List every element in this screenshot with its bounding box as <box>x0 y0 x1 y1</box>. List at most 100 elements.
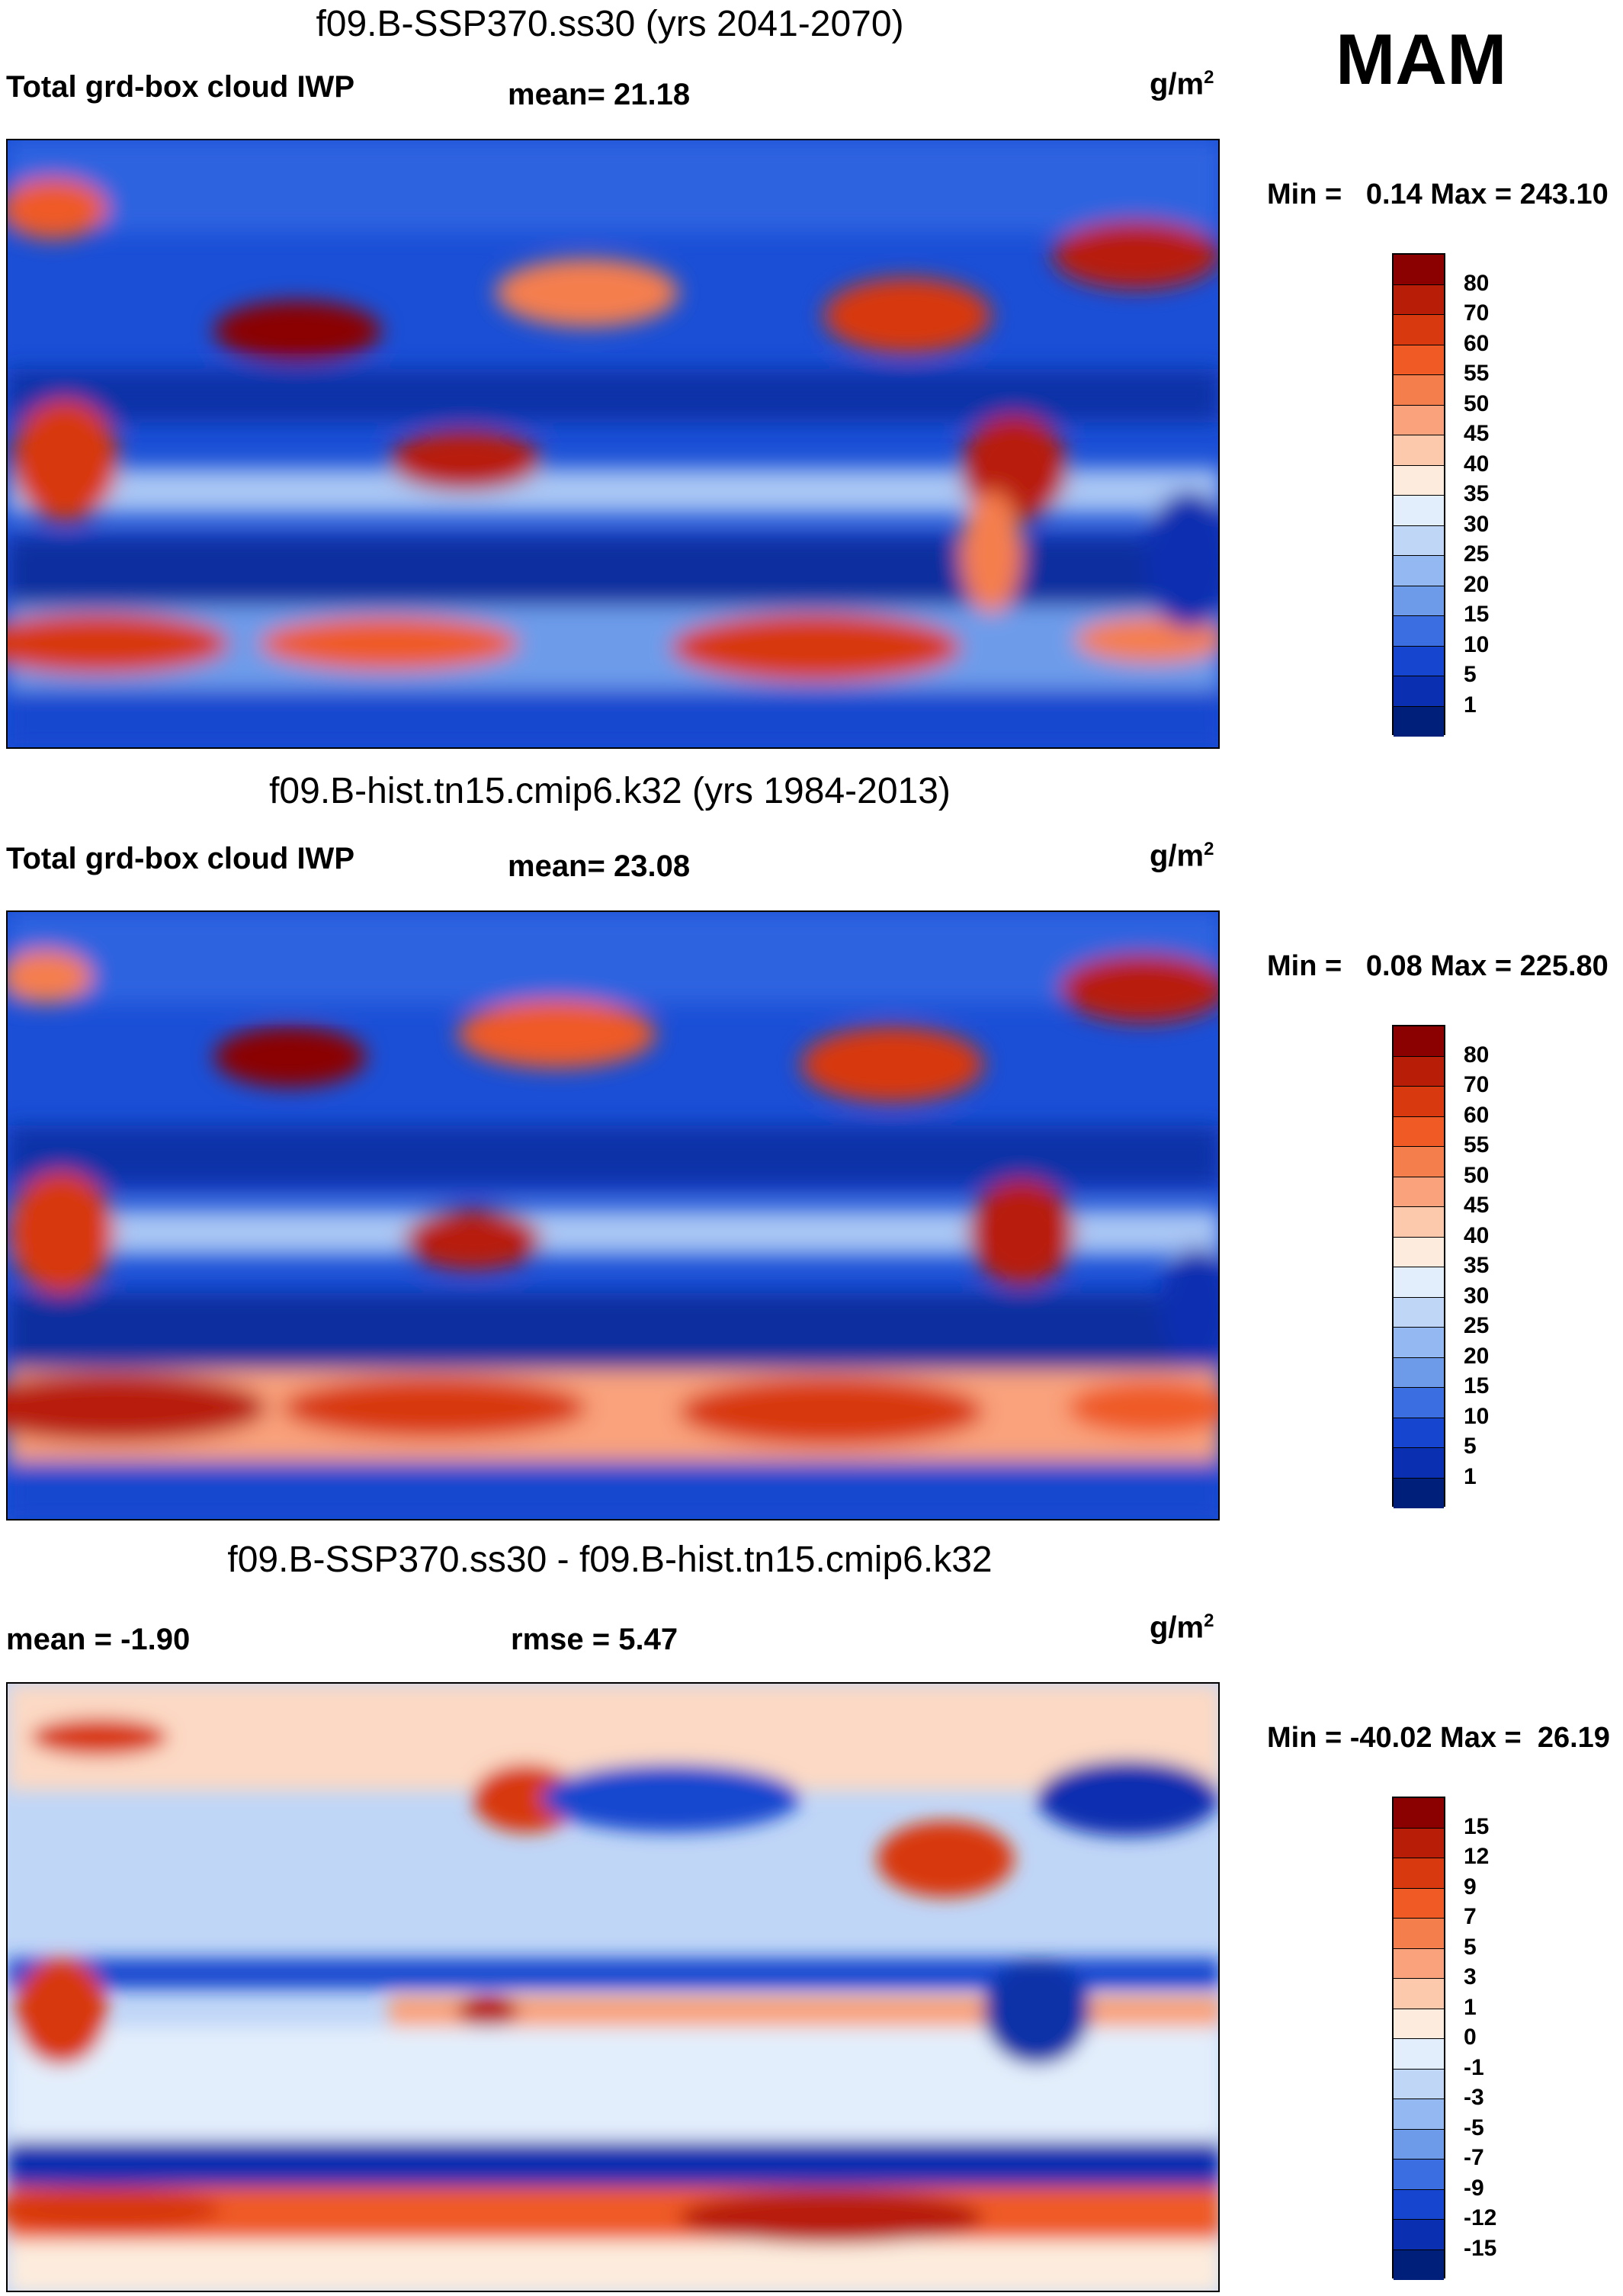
colorbar-tick-label: 60 <box>1464 330 1490 356</box>
colorbar-tick-label: 60 <box>1464 1102 1490 1128</box>
season-label: MAM <box>1336 19 1507 99</box>
colorbar-tick-label: 50 <box>1464 1162 1490 1188</box>
panel-1-units: g/m2 <box>1150 67 1214 101</box>
colorbar-swatch <box>1394 2099 1444 2130</box>
colorbar-swatch <box>1394 2009 1444 2039</box>
panel-3-mean-label: mean = -1.90 <box>6 1623 191 1656</box>
panel-1-map-field <box>8 140 1218 747</box>
colorbar-tick-label: 10 <box>1464 1403 1490 1429</box>
panel-2-title: f09.B-hist.tn15.cmip6.k32 (yrs 1984-2013… <box>269 771 951 811</box>
colorbar-swatch <box>1394 496 1444 526</box>
colorbar-swatch <box>1394 2129 1444 2160</box>
colorbar-swatch <box>1394 1948 1444 1979</box>
colorbar-swatch <box>1394 1357 1444 1388</box>
colorbar-tick-label: 70 <box>1464 300 1490 326</box>
colorbar-swatch <box>1394 1828 1444 1858</box>
panel-1-colorbar <box>1392 253 1445 737</box>
colorbar-swatch <box>1394 1026 1444 1057</box>
colorbar-tick-label: -3 <box>1464 2085 1484 2110</box>
colorbar-swatch <box>1394 405 1444 435</box>
colorbar-swatch <box>1394 646 1444 676</box>
panel-1-title: f09.B-SSP370.ss30 (yrs 2041-2070) <box>316 4 904 44</box>
colorbar-tick-label: 40 <box>1464 1222 1490 1248</box>
colorbar-tick-label: 5 <box>1464 1934 1477 1960</box>
colorbar-tick-label: 20 <box>1464 1343 1490 1369</box>
colorbar-tick-label: -9 <box>1464 2175 1484 2201</box>
colorbar-tick-label: 80 <box>1464 270 1490 296</box>
colorbar-tick-label: 80 <box>1464 1042 1490 1068</box>
colorbar-tick-label: 55 <box>1464 1132 1490 1158</box>
panel-3-rmse-label: rmse = 5.47 <box>511 1623 678 1656</box>
colorbar-swatch <box>1394 1207 1444 1238</box>
panel-1-variable-label: Total grd-box cloud IWP <box>6 70 354 104</box>
colorbar-swatch <box>1394 676 1444 707</box>
colorbar-tick-label: 1 <box>1464 692 1477 718</box>
panel-3-title: f09.B-SSP370.ss30 - f09.B-hist.tn15.cmip… <box>227 1540 993 1580</box>
colorbar-tick-label: 30 <box>1464 1283 1490 1309</box>
colorbar-tick-label: 1 <box>1464 1994 1477 2020</box>
panel-3-map-field <box>8 1684 1218 2291</box>
colorbar-tick-label: 3 <box>1464 1964 1477 1989</box>
colorbar-tick-label: 5 <box>1464 1434 1477 1459</box>
colorbar-swatch <box>1394 2160 1444 2190</box>
colorbar-tick-label: -5 <box>1464 2115 1484 2140</box>
colorbar-swatch <box>1394 345 1444 375</box>
colorbar-tick-label: 15 <box>1464 1813 1490 1839</box>
colorbar-tick-label: 70 <box>1464 1072 1490 1097</box>
panel-2-minmax: Min = 0.08 Max = 225.80 <box>1267 950 1609 982</box>
colorbar-swatch <box>1394 525 1444 556</box>
panel-3-units: g/m2 <box>1150 1610 1214 1645</box>
panel-3-colorbar <box>1392 1797 1445 2280</box>
colorbar-swatch <box>1394 1328 1444 1358</box>
colorbar-tick-label: 45 <box>1464 1193 1490 1218</box>
panel-2-map <box>6 910 1220 1520</box>
colorbar-tick-label: 25 <box>1464 541 1490 567</box>
colorbar-tick-label: 5 <box>1464 662 1477 687</box>
colorbar-swatch <box>1394 284 1444 315</box>
colorbar-swatch <box>1394 1297 1444 1328</box>
panel-3-minmax: Min = -40.02 Max = 26.19 <box>1267 1722 1610 1754</box>
colorbar-tick-label: 55 <box>1464 361 1490 386</box>
colorbar-tick-label: 30 <box>1464 511 1490 537</box>
colorbar-swatch <box>1394 2069 1444 2099</box>
colorbar-tick-label: 20 <box>1464 571 1490 597</box>
colorbar-swatch <box>1394 1388 1444 1418</box>
colorbar-swatch <box>1394 1979 1444 2009</box>
colorbar-tick-label: 45 <box>1464 421 1490 446</box>
colorbar-tick-label: 12 <box>1464 1844 1490 1869</box>
colorbar-swatch <box>1394 1056 1444 1087</box>
colorbar-swatch <box>1394 375 1444 406</box>
panel-2-map-field <box>8 912 1218 1519</box>
colorbar-swatch <box>1394 1418 1444 1448</box>
colorbar-swatch <box>1394 1888 1444 1919</box>
panel-2-mean-label: mean= 23.08 <box>508 849 691 883</box>
colorbar-tick-label: 0 <box>1464 2025 1477 2050</box>
colorbar-swatch <box>1394 1237 1444 1267</box>
colorbar-tick-label: -7 <box>1464 2145 1484 2170</box>
colorbar-swatch <box>1394 1858 1444 1889</box>
panel-1-map <box>6 139 1220 749</box>
colorbar-swatch <box>1394 1919 1444 1949</box>
colorbar-tick-label: -1 <box>1464 2054 1484 2080</box>
colorbar-swatch <box>1394 1147 1444 1177</box>
colorbar-tick-label: 35 <box>1464 481 1490 506</box>
panel-1-mean-label: mean= 21.18 <box>508 78 691 111</box>
colorbar-swatch <box>1394 255 1444 285</box>
colorbar-tick-label: 35 <box>1464 1253 1490 1278</box>
colorbar-swatch <box>1394 2220 1444 2250</box>
colorbar-swatch <box>1394 465 1444 496</box>
colorbar-tick-label: -15 <box>1464 2235 1497 2261</box>
panel-2-variable-label: Total grd-box cloud IWP <box>6 842 354 875</box>
colorbar-swatch <box>1394 1087 1444 1117</box>
colorbar-swatch <box>1394 1116 1444 1147</box>
colorbar-tick-label: 15 <box>1464 602 1490 627</box>
colorbar-tick-label: 25 <box>1464 1313 1490 1338</box>
colorbar-swatch <box>1394 435 1444 466</box>
colorbar-swatch <box>1394 1478 1444 1508</box>
colorbar-swatch <box>1394 315 1444 345</box>
colorbar-swatch <box>1394 1267 1444 1298</box>
colorbar-tick-label: 15 <box>1464 1373 1490 1398</box>
colorbar-tick-label: 10 <box>1464 631 1490 657</box>
colorbar-tick-label: 9 <box>1464 1874 1477 1899</box>
panel-2-units: g/m2 <box>1150 839 1214 873</box>
